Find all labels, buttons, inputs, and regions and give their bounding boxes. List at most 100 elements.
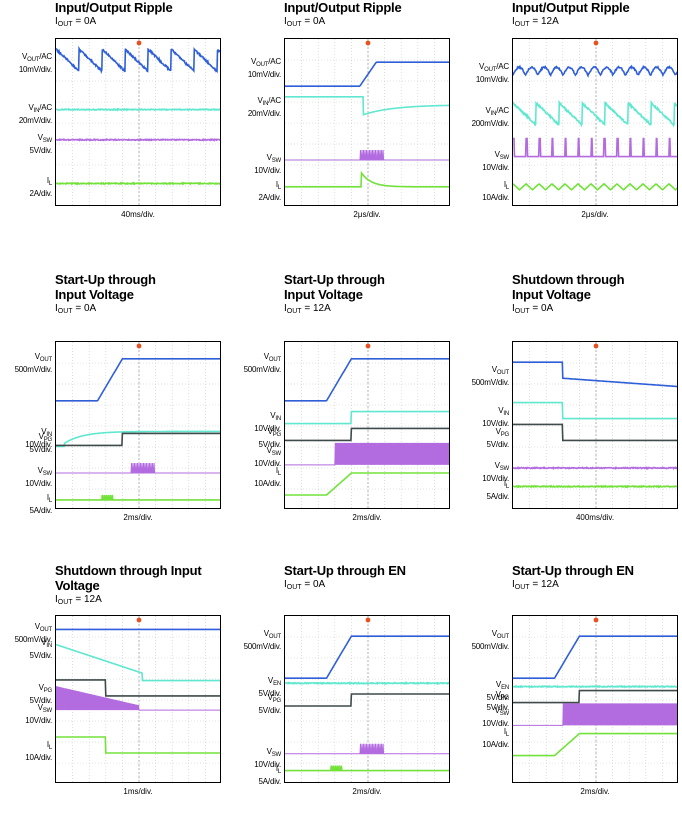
channel-label: IL 10A/div. — [25, 740, 52, 762]
channel-scale: 10V/div. — [482, 419, 509, 428]
channel-scale: 10mV/div. — [476, 75, 509, 84]
channel-label: VOUT/AC 10mV/div. — [476, 62, 509, 84]
channel-label: VSW 5V/div. — [30, 133, 52, 155]
trace-v-sw — [56, 139, 221, 140]
channel-scale: 10A/div. — [254, 479, 281, 488]
channel-label: IL 5A/div. — [487, 479, 509, 501]
channel-label: VPG 5V/div. — [487, 427, 509, 449]
channel-label: VIN 5V/div. — [30, 638, 52, 660]
trace-v-out — [285, 62, 450, 86]
trace-v-pg — [56, 433, 221, 445]
trace-v-in — [285, 97, 450, 115]
scope-screen — [512, 38, 678, 206]
trace-v-sw — [285, 150, 450, 160]
channel-signal: IL — [259, 180, 281, 193]
trace-v-out — [56, 359, 221, 401]
trigger-marker — [366, 41, 371, 46]
timebase-label: 2μs/div. — [512, 210, 678, 220]
channel-scale: 10A/div. — [482, 740, 509, 749]
channel-signal-sub: OUT — [269, 357, 281, 363]
trace-v-en — [513, 686, 678, 687]
channel-label: VSW 10V/div. — [254, 446, 281, 468]
load-condition: IOUT = 12A — [512, 578, 682, 594]
channel-label: IL 2A/div. — [30, 176, 52, 198]
trace-v-sw — [56, 686, 221, 710]
channel-scale: 500mV/div. — [472, 378, 509, 387]
trigger-marker — [137, 618, 142, 623]
channel-label: VOUT 500mV/div. — [472, 365, 509, 387]
channel-signal-sub: OUT — [497, 634, 509, 640]
timebase-label: 2ms/div. — [512, 787, 678, 797]
channel-signal: VEN — [259, 676, 281, 689]
channel-signal-sub: L — [506, 185, 509, 191]
graticule — [285, 39, 450, 206]
trace-i-l — [285, 173, 450, 187]
channel-signal: IL — [482, 727, 509, 740]
trigger-marker — [137, 41, 142, 46]
channel-signal: VOUT/AC — [248, 57, 281, 70]
channel-label: VOUT 500mV/div. — [244, 352, 281, 374]
chart-title-block: Start-Up through Input Voltage IOUT = 0A — [55, 272, 230, 318]
load-condition-value: = 0A — [73, 16, 97, 27]
trace-i-l — [513, 184, 678, 190]
channel-signal-sub: PG — [44, 688, 52, 694]
channel-label: VOUT 500mV/div. — [15, 352, 52, 374]
trigger-marker — [594, 41, 599, 46]
load-condition-sub: OUT — [58, 308, 73, 315]
channel-signal: VSW — [482, 461, 509, 474]
load-condition-value: = 0A — [530, 303, 554, 314]
channel-scale: 500mV/div. — [244, 642, 281, 651]
timebase-label: 2ms/div. — [55, 513, 221, 523]
channel-scale: 200mV/div. — [472, 119, 509, 128]
scope-panel: Input/Output Ripple IOUT = 0A VOUT/AC 10mV/… — [0, 0, 227, 266]
channel-label: VSW 10V/div. — [482, 706, 509, 728]
chart-title-block: Start-Up through EN IOUT = 0A — [284, 563, 459, 594]
timebase-label: 2ms/div. — [284, 787, 450, 797]
channel-signal-sub: L — [278, 769, 281, 775]
channel-label: VOUT/AC 10mV/div. — [19, 52, 52, 74]
channel-scale: 500mV/div. — [15, 365, 52, 374]
scope-panel: Input/Output Ripple IOUT = 12A VOUT/AC 10mV… — [457, 0, 682, 266]
load-condition-value: = 0A — [73, 303, 97, 314]
scope-plot — [513, 39, 678, 206]
channel-signal-sub: L — [49, 498, 52, 504]
trace-v-sw — [285, 443, 450, 465]
channel-signal: VIN — [30, 638, 52, 651]
trace-v-out — [513, 636, 678, 678]
channel-signal: VSW — [254, 747, 281, 760]
channel-signal-sub: SW — [272, 158, 281, 164]
channel-label: VIN/AC 200mV/div. — [472, 106, 509, 128]
channel-label: IL 5A/div. — [259, 764, 281, 786]
trace-v-out — [285, 636, 450, 678]
chart-title: Shutdown through Input Voltage — [512, 272, 630, 302]
load-condition: IOUT = 0A — [512, 302, 682, 318]
load-condition-sub: OUT — [515, 308, 530, 315]
scope-screen — [284, 38, 450, 206]
channel-signal-sub: SW — [43, 471, 52, 477]
channel-signal-sub: L — [506, 484, 509, 490]
channel-signal-sub: PG — [44, 437, 52, 443]
scope-plot — [285, 39, 450, 206]
channel-signal-sub: L — [278, 471, 281, 477]
load-condition: IOUT = 0A — [55, 15, 230, 31]
scope-plot — [513, 342, 678, 509]
load-condition-value: = 12A — [530, 16, 559, 27]
scope-screen — [284, 615, 450, 783]
channel-label: VSW 10V/div. — [25, 703, 52, 725]
channel-signal-sub: SW — [500, 155, 509, 161]
channel-signal-sub: SW — [272, 451, 281, 457]
channel-scale: 10V/div. — [25, 479, 52, 488]
load-condition: IOUT = 0A — [55, 302, 230, 318]
channel-signal: IL — [30, 493, 52, 506]
channel-signal-sub: PG — [273, 432, 281, 438]
channel-signal-sub: L — [49, 745, 52, 751]
channel-scale: 5V/div. — [487, 440, 509, 449]
scope-panel: Start-Up through EN IOUT = 0A VOUT 500mV/di… — [229, 563, 456, 829]
chart-title: Start-Up through Input Voltage — [55, 272, 173, 302]
channel-signal: VSW — [25, 703, 52, 716]
load-condition-sub: OUT — [58, 21, 73, 28]
load-condition-sub: OUT — [515, 21, 530, 28]
trace-v-in — [56, 109, 221, 110]
channel-label: VIN 10V/div. — [482, 406, 509, 428]
channel-signal: VSW — [482, 150, 509, 163]
